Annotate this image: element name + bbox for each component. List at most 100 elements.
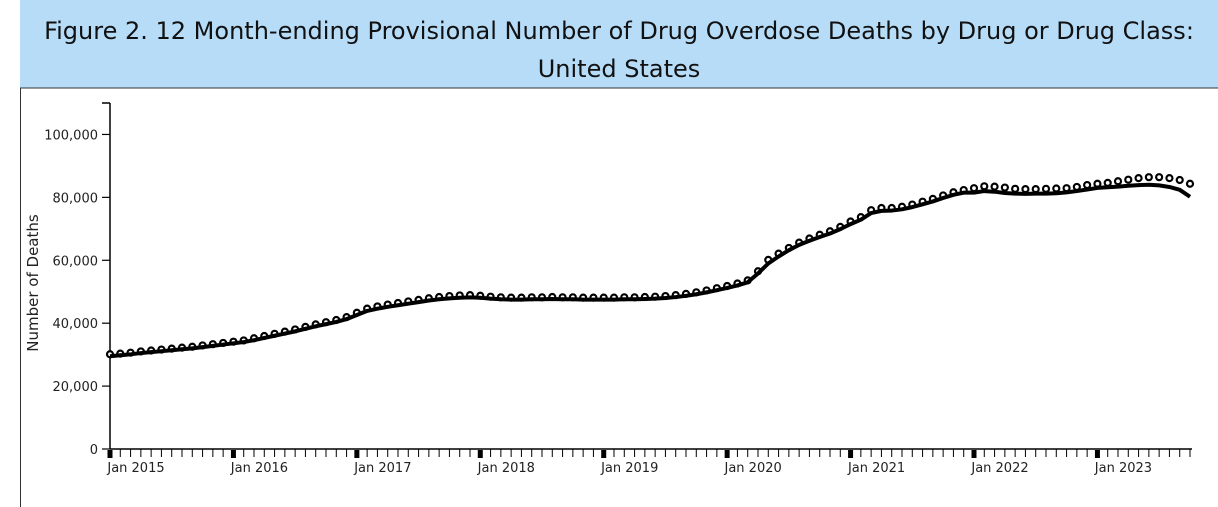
series-marker: [1083, 180, 1092, 190]
series-marker: [1052, 184, 1061, 193]
series-marker: [404, 297, 413, 306]
series-marker: [1031, 185, 1040, 194]
series-marker: [1185, 179, 1195, 188]
series-marker: [939, 191, 948, 200]
series-marker: [1093, 179, 1102, 188]
series-marker: [352, 308, 361, 317]
series-marker: [969, 184, 979, 193]
y-tick-label: 0: [90, 443, 98, 458]
series-marker: [157, 345, 166, 354]
series-marker: [568, 293, 577, 302]
series-marker: [1134, 174, 1143, 183]
series-marker: [959, 185, 968, 195]
series-marker: [990, 182, 999, 191]
y-tick-label: 20,000: [53, 380, 99, 395]
series-marker: [764, 255, 773, 265]
series-marker: [229, 337, 238, 346]
series-marker: [784, 243, 793, 253]
series-marker: [301, 322, 310, 331]
series-marker: [116, 349, 125, 358]
series-marker: [167, 344, 176, 353]
series-marker: [980, 182, 989, 191]
series-marker: [918, 197, 927, 206]
series-marker: [280, 327, 289, 336]
series-marker: [208, 340, 217, 349]
series-marker: [126, 348, 135, 357]
series-marker: [836, 222, 845, 231]
series-marker: [723, 281, 732, 291]
series-marker: [527, 293, 536, 302]
series-marker: [147, 346, 156, 355]
series-marker: [856, 213, 865, 222]
x-tick-label: Jan 2019: [600, 461, 658, 476]
series-marker: [949, 188, 958, 197]
series-marker: [507, 293, 516, 302]
series-marker: [815, 230, 824, 239]
series-marker: [445, 291, 454, 301]
series-marker: [1113, 177, 1123, 186]
series-marker: [743, 276, 752, 285]
series-marker: [599, 293, 608, 302]
y-tick-label: 80,000: [53, 191, 99, 206]
series-marker: [805, 234, 814, 243]
series-marker: [620, 293, 629, 302]
series-marker: [383, 300, 392, 309]
series-marker: [270, 329, 279, 338]
series-marker: [1011, 184, 1020, 193]
series-marker: [465, 291, 475, 300]
series-marker: [1144, 173, 1153, 182]
series-marker: [435, 292, 444, 302]
series-marker: [332, 315, 341, 325]
x-major-tick: [1094, 450, 1100, 458]
x-major-tick: [971, 450, 977, 458]
x-tick-label: Jan 2023: [1094, 461, 1152, 476]
series-marker: [537, 293, 547, 302]
series-marker: [846, 217, 855, 226]
series-marker: [609, 293, 619, 302]
series-marker: [753, 267, 763, 276]
series-marker: [1021, 185, 1030, 194]
x-major-tick: [477, 450, 483, 458]
series-marker: [424, 294, 433, 303]
x-tick-label: Jan 2022: [970, 461, 1028, 476]
series-marker: [1124, 175, 1133, 184]
series-marker: [177, 343, 187, 352]
series-marker: [651, 292, 660, 301]
series-marker: [455, 291, 464, 300]
series-marker: [188, 342, 197, 351]
y-tick-label: 100,000: [44, 128, 98, 143]
x-major-tick: [601, 450, 607, 458]
series-marker: [136, 347, 145, 356]
series-marker: [1062, 184, 1071, 193]
series-marker: [496, 293, 505, 302]
series-marker: [1000, 183, 1009, 192]
y-axis-label: Number of Deaths: [24, 214, 42, 352]
x-tick-label: Jan 2018: [477, 461, 535, 476]
series-marker: [260, 331, 269, 341]
series-marker: [548, 292, 557, 302]
series-marker: [1165, 174, 1174, 183]
series-marker: [712, 284, 721, 293]
series-marker: [630, 293, 639, 302]
series-marker: [342, 313, 351, 322]
series-marker: [795, 238, 804, 247]
series-marker: [908, 200, 917, 209]
series-marker: [671, 291, 680, 300]
series-marker: [733, 279, 742, 288]
series-marker: [702, 286, 711, 295]
series-marker: [579, 293, 588, 302]
series-marker: [589, 293, 598, 302]
x-tick-label: Jan 2017: [353, 461, 411, 476]
x-tick-label: Jan 2015: [106, 461, 164, 476]
series-marker: [558, 293, 567, 302]
series-marker: [887, 203, 896, 213]
series-marker: [1041, 184, 1051, 193]
x-major-tick: [724, 450, 730, 458]
x-major-tick: [107, 450, 113, 458]
y-tick-label: 40,000: [53, 317, 99, 332]
chart-title: Figure 2. 12 Month-ending Provisional Nu…: [20, 0, 1218, 88]
series-marker: [774, 249, 783, 258]
series-marker: [373, 302, 382, 311]
series-marker: [1072, 182, 1081, 192]
